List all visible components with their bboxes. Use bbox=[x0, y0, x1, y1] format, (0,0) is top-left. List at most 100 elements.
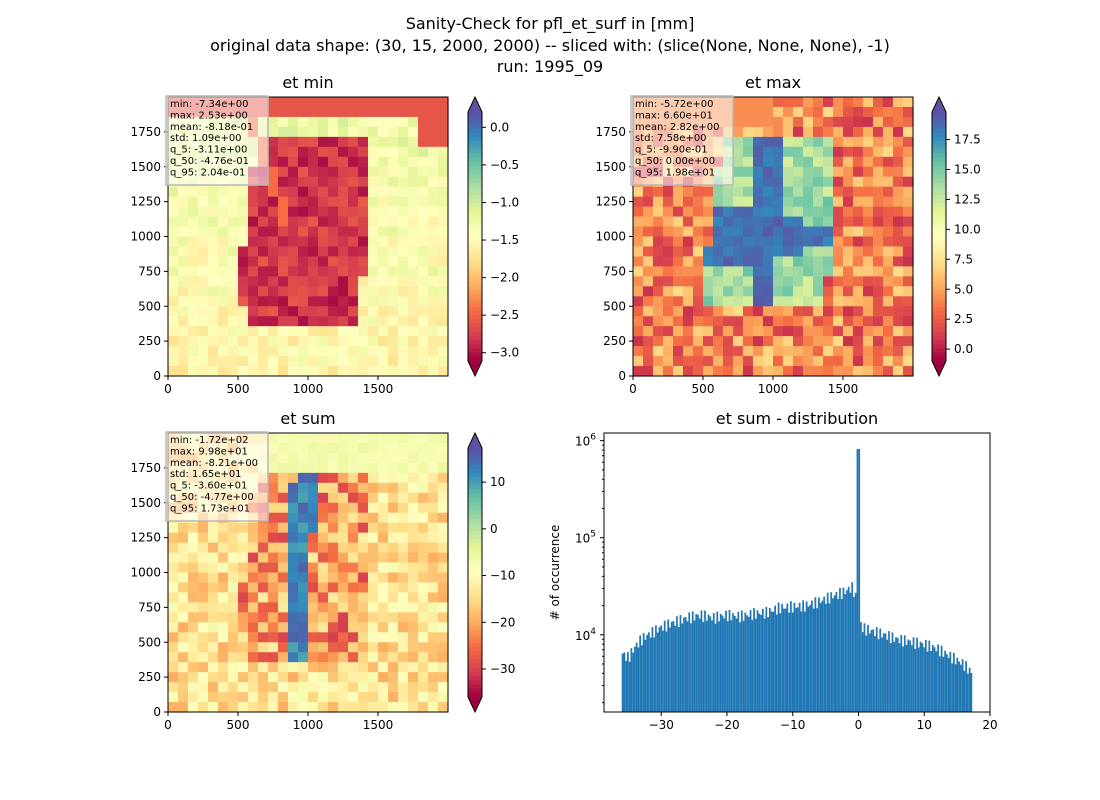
map-cell bbox=[378, 306, 389, 317]
map-cell bbox=[238, 572, 249, 584]
map-cell bbox=[438, 306, 449, 317]
colorbar-segment bbox=[932, 278, 946, 283]
histogram-bar bbox=[968, 667, 971, 712]
map-cell bbox=[893, 246, 904, 258]
histogram-bar bbox=[753, 608, 755, 712]
map-cell bbox=[653, 366, 664, 377]
map-cell bbox=[328, 176, 339, 188]
histogram-bar bbox=[621, 653, 624, 712]
map-cell bbox=[278, 682, 289, 693]
map-cell bbox=[733, 226, 744, 238]
map-cell bbox=[318, 316, 329, 327]
colorbar-segment bbox=[468, 165, 482, 171]
map-cell bbox=[368, 682, 379, 693]
map-cell bbox=[428, 216, 439, 228]
map-cell bbox=[783, 166, 794, 178]
map-cell bbox=[833, 246, 844, 258]
y-tick-label: 500 bbox=[138, 299, 161, 313]
map-cell bbox=[763, 286, 774, 297]
map-cell bbox=[653, 256, 664, 267]
map-cell bbox=[278, 106, 289, 118]
map-cell bbox=[398, 602, 409, 613]
map-cell bbox=[298, 542, 309, 554]
map-cell bbox=[268, 542, 279, 554]
map-cell bbox=[388, 316, 399, 327]
colorbar-segment bbox=[468, 128, 482, 134]
map-cell bbox=[408, 632, 419, 643]
map-cell bbox=[338, 612, 349, 623]
map-cell bbox=[693, 196, 704, 208]
map-cell bbox=[633, 276, 644, 287]
map-cell bbox=[188, 276, 199, 287]
map-cell bbox=[408, 572, 419, 584]
map-cell bbox=[823, 336, 834, 347]
map-cell bbox=[408, 522, 419, 534]
map-cell bbox=[268, 366, 279, 377]
map-cell bbox=[318, 186, 329, 198]
map-cell bbox=[298, 136, 309, 148]
map-cell bbox=[368, 502, 379, 514]
map-cell bbox=[368, 652, 379, 663]
map-cell bbox=[198, 256, 209, 267]
map-cell bbox=[893, 196, 904, 208]
histogram-bar bbox=[789, 601, 792, 712]
histogram-bar bbox=[781, 604, 783, 712]
map-cell bbox=[428, 572, 439, 584]
map-cell bbox=[188, 286, 199, 297]
map-cell bbox=[318, 296, 329, 307]
stats-line: q_50: 0.00e+00 bbox=[635, 156, 715, 167]
map-cell bbox=[743, 356, 754, 367]
map-cell bbox=[893, 346, 904, 357]
map-cell bbox=[863, 296, 874, 307]
map-cell bbox=[438, 652, 449, 663]
map-cell bbox=[418, 286, 429, 297]
map-cell bbox=[378, 602, 389, 613]
colorbar-segment bbox=[932, 344, 946, 350]
map-cell bbox=[178, 346, 189, 357]
map-cell bbox=[368, 326, 379, 337]
map-cell bbox=[883, 226, 894, 238]
colorbar-segment bbox=[468, 190, 482, 196]
map-cell bbox=[258, 612, 269, 623]
map-cell bbox=[318, 206, 329, 218]
map-cell bbox=[893, 176, 904, 188]
map-cell bbox=[763, 196, 774, 208]
map-cell bbox=[308, 632, 319, 643]
map-cell bbox=[408, 682, 419, 693]
map-cell bbox=[783, 196, 794, 208]
map-cell bbox=[783, 356, 794, 367]
map-cell bbox=[683, 216, 694, 228]
y-tick-label: 750 bbox=[138, 600, 161, 614]
map-cell bbox=[278, 256, 289, 267]
y-tick-label: 1000 bbox=[130, 230, 161, 244]
map-cell bbox=[438, 562, 449, 574]
map-cell bbox=[258, 266, 269, 277]
map-cell bbox=[813, 226, 824, 238]
map-cell bbox=[783, 346, 794, 357]
map-cell bbox=[358, 156, 369, 168]
map-cell bbox=[723, 246, 734, 258]
map-cell bbox=[673, 366, 684, 377]
map-cell bbox=[408, 532, 419, 544]
map-cell bbox=[198, 602, 209, 613]
histogram-bar bbox=[891, 632, 894, 712]
map-cell bbox=[903, 266, 914, 277]
map-cell bbox=[733, 97, 744, 108]
map-cell bbox=[228, 672, 239, 683]
map-cell bbox=[438, 642, 449, 653]
map-cell bbox=[883, 296, 894, 307]
map-cell bbox=[308, 602, 319, 613]
colorbar-segment bbox=[468, 551, 482, 557]
map-cell bbox=[703, 296, 714, 307]
map-cell bbox=[883, 316, 894, 327]
map-cell bbox=[763, 97, 774, 108]
histogram-bar bbox=[905, 644, 908, 712]
map-cell bbox=[803, 126, 814, 138]
x-tick-label: 0 bbox=[164, 718, 172, 732]
map-cell bbox=[198, 592, 209, 603]
map-cell bbox=[378, 442, 389, 454]
map-cell bbox=[733, 186, 744, 198]
map-cell bbox=[883, 136, 894, 148]
map-cell bbox=[388, 622, 399, 633]
map-cell bbox=[268, 166, 279, 178]
